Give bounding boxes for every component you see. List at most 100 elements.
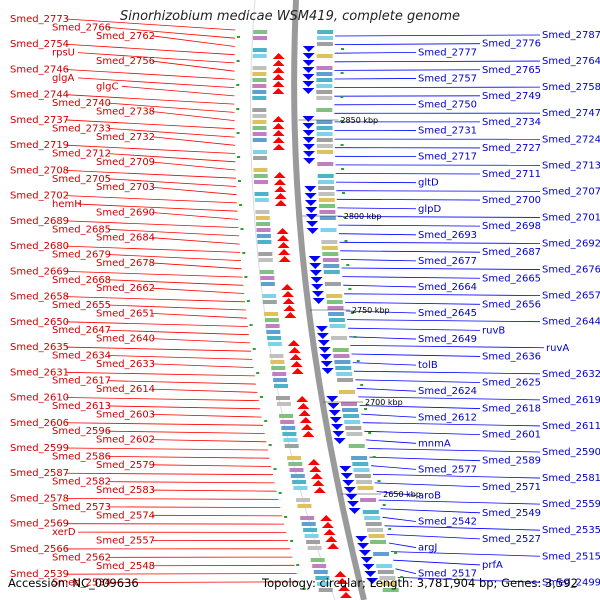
gene-label-right: ruvB: [482, 325, 505, 336]
feature-block: [316, 54, 333, 58]
forward-gene-arrow: [278, 249, 291, 255]
feature-block: [317, 30, 334, 34]
leader-line-left: [65, 422, 264, 426]
reverse-gene-arrow: [343, 487, 356, 493]
track-tick: [400, 576, 404, 578]
gene-label-right: Smed_2611: [542, 421, 600, 432]
leader-line-right: [344, 293, 541, 297]
gene-label-left: Smed_2689: [10, 216, 69, 227]
leader-line-left: [107, 127, 235, 138]
gene-label-right: Smed_2749: [482, 91, 541, 102]
leader-line-right: [371, 465, 417, 470]
feature-block: [296, 498, 311, 502]
reverse-gene-arrow: [308, 256, 321, 262]
reverse-gene-arrow: [309, 270, 322, 276]
feature-block: [283, 438, 298, 442]
leader-line-right: [380, 508, 481, 514]
forward-gene-arrow: [325, 536, 338, 542]
forward-gene-arrow: [276, 228, 289, 234]
reverse-gene-arrow: [302, 144, 315, 150]
leader-line-right: [355, 379, 481, 383]
gene-label-left: Smed_2705: [52, 174, 111, 185]
gene-label-left: Smed_2708: [10, 165, 69, 176]
feature-block: [381, 582, 397, 586]
track-tick: [344, 240, 348, 242]
feature-block: [316, 120, 333, 124]
leader-line-left: [65, 346, 252, 352]
leader-line-right: [372, 473, 541, 479]
reverse-gene-arrow: [306, 228, 319, 234]
feature-block: [344, 420, 361, 424]
track-tick: [236, 132, 240, 134]
leader-line-left: [107, 27, 236, 39]
feature-block: [377, 570, 394, 574]
feature-block: [362, 510, 379, 514]
feature-block: [259, 270, 274, 274]
feature-block: [323, 270, 340, 274]
feature-block: [310, 558, 325, 562]
gene-label-right: Smed_2664: [418, 282, 477, 293]
track-tick: [388, 528, 392, 530]
feature-block: [335, 366, 352, 370]
gene-label-right: Smed_2515: [542, 551, 600, 562]
reverse-gene-arrow: [339, 466, 352, 472]
leader-line-right: [340, 250, 481, 253]
gene-label-left: Smed_2617: [52, 376, 111, 387]
feature-block: [313, 570, 328, 574]
feature-block: [252, 78, 267, 82]
reverse-gene-arrow: [305, 214, 318, 220]
gene-label-left: Smed_2613: [52, 401, 111, 412]
leader-line-right: [346, 319, 541, 323]
feature-block: [316, 78, 333, 82]
leader-line-right: [334, 78, 417, 80]
gene-label-right: Smed_2776: [482, 39, 541, 50]
track-tick: [268, 444, 272, 446]
track-tick: [284, 516, 288, 518]
gene-label-left: Smed_2599: [10, 443, 69, 454]
gene-label-left: Smed_2647: [52, 325, 111, 336]
feature-block: [368, 534, 385, 538]
gene-label-left: Smed_2712: [52, 149, 111, 160]
gene-label-right: Smed_2559: [542, 499, 600, 510]
gene-label-left: Smed_2534: [52, 578, 111, 589]
feature-block: [316, 108, 333, 112]
leader-line-left: [151, 413, 262, 418]
track-tick: [242, 252, 246, 254]
reverse-gene-arrow: [302, 123, 315, 129]
forward-gene-arrow: [284, 312, 297, 318]
feature-block: [265, 324, 280, 328]
feature-block: [269, 354, 284, 358]
forward-gene-arrow: [291, 368, 304, 374]
forward-gene-arrow: [287, 340, 300, 346]
leader-line-left: [151, 464, 272, 467]
feature-block: [262, 300, 277, 304]
track-tick: [340, 96, 344, 98]
reverse-gene-arrow: [304, 200, 317, 206]
forward-gene-arrow: [320, 515, 333, 521]
gene-label-right: Smed_2707: [542, 186, 600, 197]
feature-block: [297, 504, 312, 508]
feature-block: [319, 204, 336, 208]
gene-label-left: Smed_2702: [10, 191, 69, 202]
gene-label-right: Smed_2734: [482, 117, 541, 128]
gene-label-right: Smed_2542: [418, 517, 477, 528]
reverse-gene-arrow: [319, 354, 332, 360]
gene-label-left: Smed_2574: [96, 510, 155, 521]
feature-block: [252, 72, 267, 76]
gene-label-left: Smed_2602: [96, 435, 155, 446]
feature-block: [252, 66, 267, 70]
reverse-gene-arrow: [302, 81, 315, 87]
genome-title: Sinorhizobium medicae WSM419, complete g…: [120, 9, 461, 24]
feature-block: [304, 534, 319, 538]
leader-line-right: [334, 43, 481, 45]
track-tick: [256, 372, 260, 374]
gene-label-right: Smed_2676: [542, 265, 600, 276]
forward-gene-arrow: [274, 193, 287, 199]
feature-block: [258, 258, 273, 262]
reverse-gene-arrow: [362, 564, 375, 570]
feature-block: [253, 30, 268, 34]
feature-block: [290, 474, 305, 478]
feature-block: [327, 306, 344, 310]
feature-block: [274, 384, 288, 388]
